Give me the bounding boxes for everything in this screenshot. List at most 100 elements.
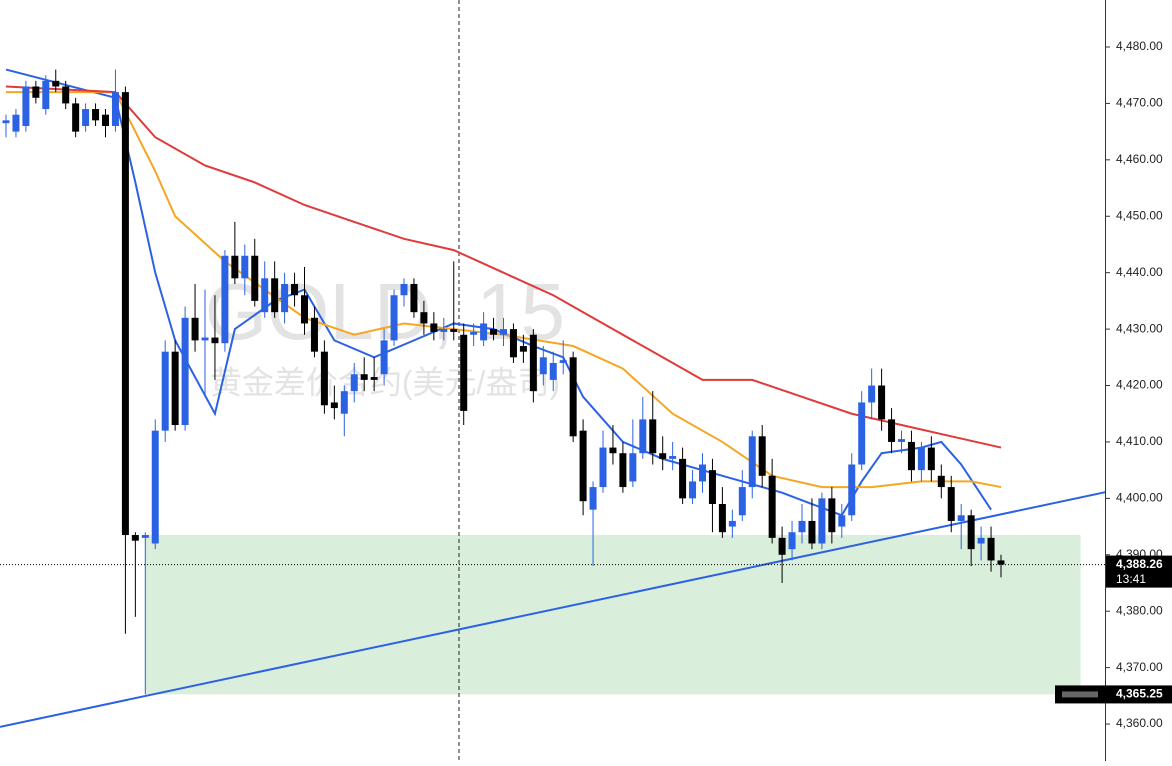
- plot-area: [0, 68, 1105, 728]
- candle-body: [818, 498, 826, 544]
- candle-body: [32, 86, 40, 98]
- candle-body: [728, 520, 736, 527]
- candle-body: [808, 520, 816, 544]
- y-tick-label: 4,480.00: [1116, 39, 1163, 53]
- candle-body: [629, 453, 637, 482]
- candle-body: [868, 385, 876, 403]
- candle-body: [111, 92, 119, 126]
- candle-body: [898, 439, 905, 442]
- candle-body: [997, 560, 1005, 565]
- candle-body: [271, 278, 279, 313]
- candle-body: [82, 109, 90, 126]
- candle-body: [102, 114, 109, 126]
- candle-body: [539, 357, 547, 375]
- candle-body: [440, 329, 448, 332]
- candle-body: [171, 351, 179, 426]
- candle-body: [121, 92, 129, 536]
- candle-body: [310, 317, 318, 352]
- candle-body: [758, 436, 766, 476]
- candle-body: [947, 487, 955, 521]
- countdown: 13:41: [1116, 572, 1146, 586]
- last-price-box: [1106, 555, 1172, 588]
- candle-body: [181, 317, 189, 426]
- candle-body: [221, 255, 229, 344]
- candle-body: [639, 419, 647, 454]
- candle-body: [410, 283, 418, 313]
- candle-body: [370, 377, 378, 380]
- y-tick-label: 4,450.00: [1116, 208, 1163, 222]
- moving-average: [6, 91, 1002, 489]
- candle-body: [2, 120, 10, 124]
- candle-body: [480, 323, 488, 341]
- candle-body: [72, 103, 80, 132]
- candle-body: [380, 340, 388, 375]
- candle-body: [579, 430, 587, 502]
- candle-body: [619, 453, 627, 488]
- candle-body: [649, 419, 657, 454]
- candle-body: [360, 374, 368, 380]
- candle-body: [967, 515, 975, 550]
- zone-label: 4,365.25: [1116, 687, 1163, 701]
- candle-body: [52, 80, 60, 87]
- candle-body: [301, 295, 308, 324]
- candle-body: [92, 109, 100, 121]
- candle-body: [768, 475, 776, 538]
- candle-body: [609, 447, 617, 454]
- candle-body: [62, 86, 70, 104]
- candle-body: [718, 504, 726, 533]
- candle-body: [848, 464, 856, 516]
- candle-body: [201, 337, 209, 341]
- candle-body: [559, 360, 567, 363]
- candle-body: [490, 329, 498, 335]
- moving-average: [5, 68, 992, 517]
- candle-body: [659, 453, 667, 459]
- candle-body: [191, 317, 199, 341]
- moving-average: [5, 85, 1002, 449]
- candle-body: [42, 80, 50, 110]
- candle-body: [291, 283, 299, 296]
- candle-body: [599, 447, 607, 488]
- candle-body: [420, 312, 428, 324]
- candle-body: [509, 329, 517, 358]
- candle-body: [430, 323, 438, 332]
- candle-body: [569, 357, 577, 437]
- price-axis: 4,360.004,370.004,380.004,390.004,400.00…: [1055, 39, 1172, 730]
- y-tick-label: 4,430.00: [1116, 321, 1163, 335]
- candle-body: [460, 334, 468, 411]
- candle-body: [450, 329, 458, 332]
- candle-body: [211, 337, 219, 344]
- candle-body: [251, 255, 259, 301]
- candle-body: [927, 447, 935, 471]
- candle-body: [917, 447, 925, 471]
- candle-body: [778, 537, 786, 555]
- candle-body: [738, 487, 746, 516]
- candle-body: [22, 86, 30, 126]
- candle-body: [679, 458, 687, 499]
- candle-body: [937, 475, 945, 488]
- y-tick-label: 4,380.00: [1116, 603, 1163, 617]
- candle-body: [689, 481, 697, 499]
- y-tick-label: 4,370.00: [1116, 660, 1163, 674]
- candle-body: [161, 351, 169, 431]
- candle-body: [241, 255, 249, 279]
- candle-body: [390, 295, 398, 341]
- y-tick-label: 4,440.00: [1116, 265, 1163, 279]
- candle-body: [838, 515, 846, 527]
- candle-body: [141, 535, 149, 538]
- y-tick-label: 4,420.00: [1116, 378, 1163, 392]
- candle-body: [858, 402, 866, 465]
- y-tick-label: 4,460.00: [1116, 152, 1163, 166]
- candle-body: [12, 114, 20, 132]
- zone-label-blur-inner: [1062, 691, 1098, 698]
- candle-body: [699, 464, 706, 482]
- candle-body: [350, 374, 358, 392]
- candle-body: [977, 537, 985, 544]
- candle-body: [131, 535, 139, 541]
- candle-body: [470, 331, 478, 335]
- candle-body: [151, 430, 159, 544]
- candle-body: [500, 329, 507, 335]
- candle-body: [340, 391, 348, 414]
- candle-body: [281, 283, 289, 313]
